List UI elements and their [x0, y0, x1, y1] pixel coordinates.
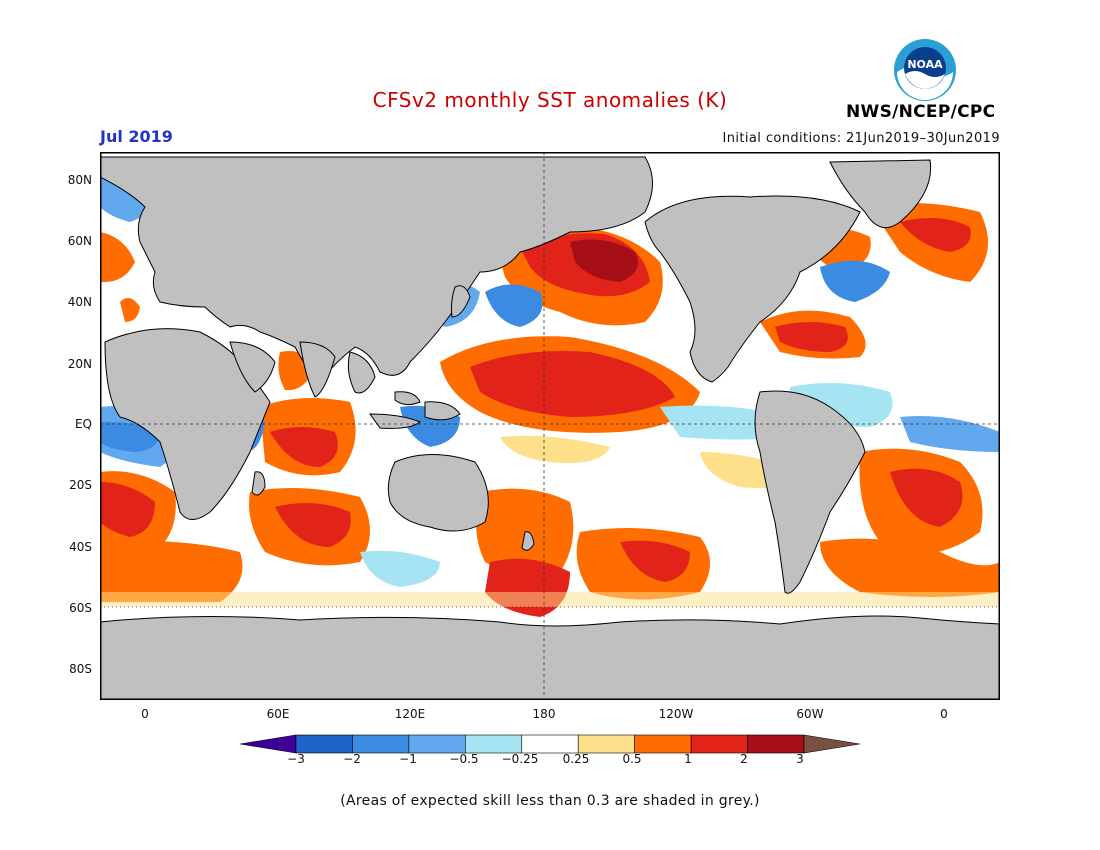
logo-text: NOAA: [907, 58, 943, 71]
noaa-logo-icon: NOAA: [893, 38, 957, 102]
colorbar: [239, 734, 861, 754]
colorbar-tick: −0.25: [501, 752, 539, 766]
lon-label: 60E: [266, 707, 290, 721]
colorbar-tick: 0.5: [622, 752, 642, 766]
colorbar-tick: −2: [343, 752, 361, 766]
lon-label: 0: [141, 707, 149, 721]
colorbar-cell: [803, 734, 861, 754]
initial-conditions: Initial conditions: 21Jun2019–30Jun2019: [722, 131, 1000, 146]
land-masses: [100, 156, 1000, 700]
forecast-month: Jul 2019: [100, 127, 173, 146]
colorbar-tick: 0.25: [562, 752, 590, 766]
lon-label: 60W: [796, 707, 824, 721]
colorbar-cell: [634, 734, 692, 754]
colorbar-cell: [747, 734, 805, 754]
colorbar-cell: [352, 734, 410, 754]
lat-label: EQ: [74, 417, 92, 431]
colorbar-cell: [239, 734, 297, 754]
organization-label: NWS/NCEP/CPC: [846, 102, 996, 122]
skill-footnote: (Areas of expected skill less than 0.3 a…: [340, 793, 760, 809]
colorbar-tick: 3: [796, 752, 804, 766]
lon-label: 180: [532, 707, 556, 721]
lat-label: 60N: [67, 234, 92, 248]
grid-lines: [100, 152, 1000, 700]
lat-label: 20N: [67, 357, 92, 371]
colorbar-cell: [295, 734, 353, 754]
colorbar-tick: 1: [684, 752, 692, 766]
colorbar-tick: 2: [740, 752, 748, 766]
colorbar-cell: [577, 734, 635, 754]
sst-anomaly-map: [100, 152, 1000, 700]
colorbar-tick: −0.5: [449, 752, 479, 766]
colorbar-tick: −3: [287, 752, 305, 766]
lat-label: 80S: [69, 662, 92, 676]
colorbar-tick: −1: [399, 752, 417, 766]
lon-label: 0: [940, 707, 948, 721]
colorbar-cell: [690, 734, 748, 754]
colorbar-cell: [521, 734, 579, 754]
chart-title: CFSv2 monthly SST anomalies (K): [372, 88, 728, 112]
lon-label: 120W: [658, 707, 694, 721]
lat-label: 40N: [67, 295, 92, 309]
colorbar-cell: [408, 734, 466, 754]
lat-label: 60S: [69, 601, 92, 615]
lat-label: 80N: [67, 173, 92, 187]
lat-label: 20S: [69, 478, 92, 492]
lat-label: 40S: [69, 540, 92, 554]
lon-label: 120E: [394, 707, 426, 721]
colorbar-cell: [465, 734, 523, 754]
